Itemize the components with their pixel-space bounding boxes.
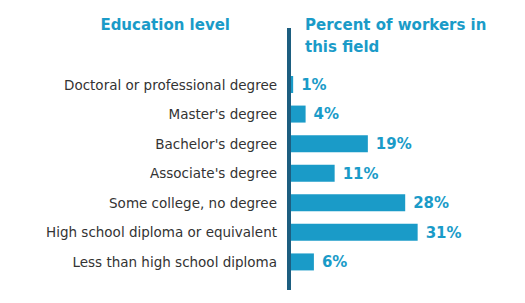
svg-text:Doctoral or professional degre: Doctoral or professional degree [64,77,277,93]
html-text:Percent of workers in this fie: Percent of workers in this field [305,16,487,56]
html-text:Education level: Education level [100,16,230,34]
svg-text:31%: 31% [426,224,462,242]
svg-text:Some college, no degree: Some college, no degree [109,195,277,211]
svg-text:11%: 11% [343,165,379,183]
svg-text:High school diploma or equival: High school diploma or equivalent [46,224,277,240]
svg-text:Less than high school diploma: Less than high school diploma [72,254,277,270]
svg-text:Master's degree: Master's degree [169,106,277,122]
svg-text:6%: 6% [322,253,347,271]
svg-text:28%: 28% [413,194,449,212]
svg-text:4%: 4% [314,105,339,123]
svg-text:Bachelor's degree: Bachelor's degree [155,136,277,152]
svg-text:1%: 1% [301,76,326,94]
svg-text:Associate's degree: Associate's degree [150,165,277,181]
svg-text:19%: 19% [376,135,412,153]
